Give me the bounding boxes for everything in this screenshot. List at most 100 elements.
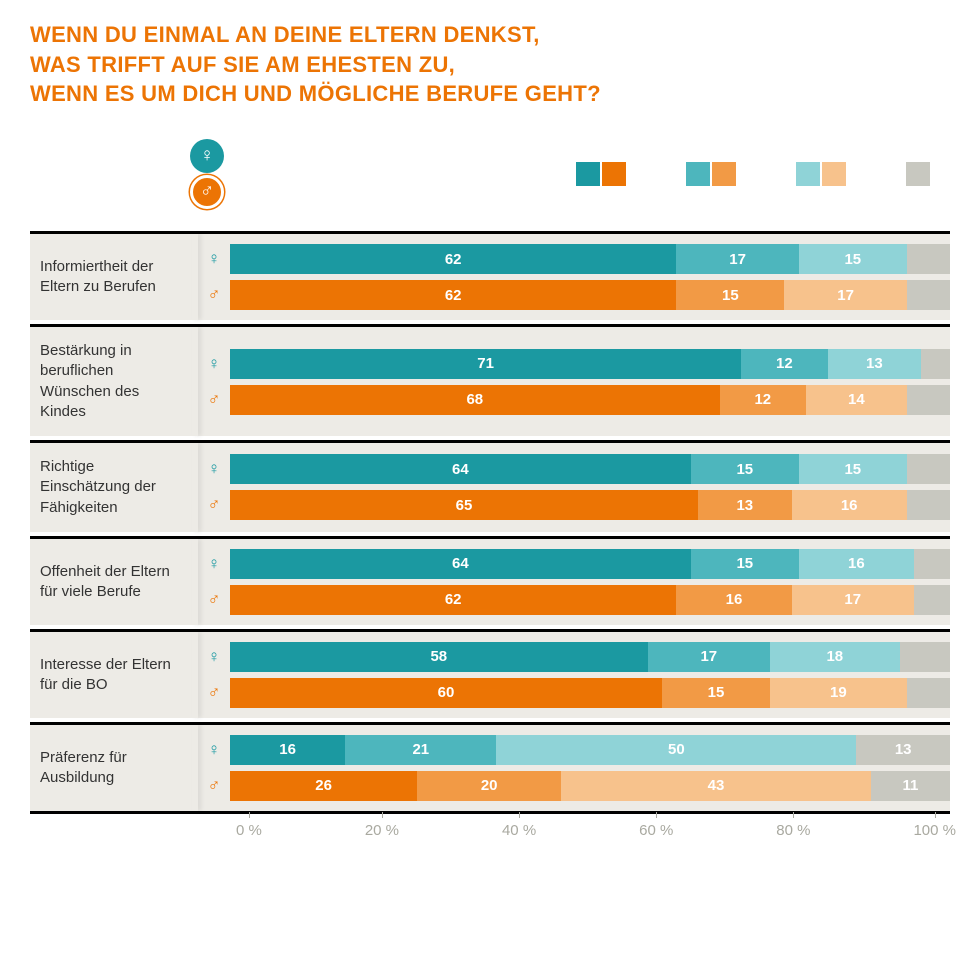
bar-segment: 17	[792, 585, 914, 615]
bar-line-female: ♀641515	[204, 454, 950, 484]
bar-segment: 15	[691, 454, 799, 484]
row-bars: ♀641515 ♂ 651316	[192, 443, 950, 532]
bar-line-male: ♂26204311	[204, 771, 950, 801]
row-label: Präferenz für Ausbildung	[30, 725, 192, 811]
bar-segment: 65	[230, 490, 698, 520]
bar-segment: 15	[691, 549, 799, 579]
bar-segment: 43	[561, 771, 871, 801]
table-row: Interesse der Eltern für die BO ♀ 581718 ♂ 6…	[30, 629, 950, 718]
bar-line-female: ♀ 621715	[204, 244, 950, 274]
legend-swatch	[576, 162, 600, 186]
table-row: Offenheit der Eltern für viele Berufe ♀ 64…	[30, 536, 950, 625]
stacked-bar: 621517	[230, 280, 950, 310]
male-symbol-icon: ♂	[204, 495, 224, 515]
stacked-bar: 26204311	[230, 771, 950, 801]
chart-title: WENN DU EINMAL AN DEINE ELTERN DENKST, W…	[30, 20, 950, 109]
bar-segment	[907, 280, 950, 310]
male-symbol-icon: ♂	[204, 390, 224, 410]
stacked-bar: 621617	[230, 585, 950, 615]
bar-line-female: ♀ 16215013	[204, 735, 950, 765]
legend-swatch-pair	[686, 162, 736, 186]
bar-segment: 15	[799, 454, 907, 484]
bar-segment: 62	[230, 244, 676, 274]
legend-swatch	[712, 162, 736, 186]
bar-segment: 26	[230, 771, 417, 801]
bar-segment: 15	[676, 280, 784, 310]
legend-gender-icons: ♀ ♂	[190, 139, 224, 209]
axis-tick: 40 %	[502, 822, 536, 839]
stacked-bar: 581718	[230, 642, 950, 672]
female-symbol-icon: ♀	[204, 554, 224, 574]
table-row: Bestärkung in beruflichen Wünschen des K…	[30, 324, 950, 436]
stacked-bar: 621715	[230, 244, 950, 274]
row-bars: ♀641516♂621617	[192, 539, 950, 625]
bar-line-male: ♂ 651316	[204, 490, 950, 520]
bar-segment: 62	[230, 280, 676, 310]
bar-segment: 17	[676, 244, 798, 274]
bar-segment: 62	[230, 585, 676, 615]
legend-swatch	[686, 162, 710, 186]
bar-segment: 60	[230, 678, 662, 708]
row-label: Bestärkung in beruflichen Wünschen des K…	[30, 327, 192, 436]
bar-segment: 17	[784, 280, 906, 310]
bar-segment: 15	[662, 678, 770, 708]
bar-segment: 16	[792, 490, 907, 520]
bar-segment	[921, 349, 950, 379]
bar-segment: 20	[417, 771, 561, 801]
row-bars: ♀ 581718 ♂ 601519	[192, 632, 950, 718]
bar-segment: 14	[806, 385, 907, 415]
bar-segment: 64	[230, 454, 691, 484]
legend-swatch	[906, 162, 930, 186]
axis-tick: 80 %	[776, 822, 810, 839]
bar-segment: 19	[770, 678, 907, 708]
female-symbol-icon: ♀	[204, 249, 224, 269]
bar-line-female: ♀ 581718	[204, 642, 950, 672]
female-symbol-icon: ♀	[204, 647, 224, 667]
row-label: Interesse der Eltern für die BO	[30, 632, 192, 718]
male-symbol-icon: ♂	[204, 285, 224, 305]
row-bars: ♀ 16215013 ♂26204311	[192, 725, 950, 811]
legend-swatch-pair	[796, 162, 846, 186]
bar-segment: 12	[741, 349, 827, 379]
bar-segment: 13	[856, 735, 950, 765]
row-label: Informiertheit der Eltern zu Berufen	[30, 234, 192, 320]
bar-line-male: ♂ 621617	[204, 585, 950, 615]
male-symbol-icon: ♂	[204, 683, 224, 703]
stacked-bar: 681214	[230, 385, 950, 415]
legend: ♀ ♂	[190, 139, 950, 209]
row-bars: ♀621715♂621517	[192, 234, 950, 320]
bar-segment	[900, 642, 950, 672]
bar-segment: 64	[230, 549, 691, 579]
stacked-bar: 641516	[230, 549, 950, 579]
bar-segment	[914, 585, 950, 615]
axis-tick: 100 %	[913, 822, 956, 839]
legend-swatch-pair	[906, 162, 930, 186]
bar-segment: 50	[496, 735, 856, 765]
bar-segment: 68	[230, 385, 720, 415]
female-symbol-icon: ♀	[204, 740, 224, 760]
bar-segment: 58	[230, 642, 648, 672]
stacked-bar: 16215013	[230, 735, 950, 765]
male-icon: ♂	[190, 175, 224, 209]
table-row: Informiertheit der Eltern zu Berufen♀621…	[30, 231, 950, 320]
bar-segment	[907, 678, 950, 708]
bar-line-female: ♀711213	[204, 349, 950, 379]
legend-swatch	[602, 162, 626, 186]
bar-segment	[907, 490, 950, 520]
bar-segment: 15	[799, 244, 907, 274]
legend-swatch-pair	[576, 162, 626, 186]
bar-segment: 13	[828, 349, 922, 379]
x-axis: 0 %20 %40 %60 %80 %100 %	[236, 822, 956, 839]
legend-swatch	[796, 162, 820, 186]
bar-segment: 13	[698, 490, 792, 520]
bar-segment: 16	[676, 585, 791, 615]
bar-segment: 16	[799, 549, 914, 579]
bar-segment	[907, 244, 950, 274]
male-symbol-icon: ♂	[204, 590, 224, 610]
stacked-bar: 651316	[230, 490, 950, 520]
female-icon: ♀	[190, 139, 224, 173]
bar-segment: 17	[648, 642, 770, 672]
row-label: Offenheit der Eltern für viele Berufe	[30, 539, 192, 625]
axis-tick: 20 %	[365, 822, 399, 839]
bar-segment: 71	[230, 349, 741, 379]
